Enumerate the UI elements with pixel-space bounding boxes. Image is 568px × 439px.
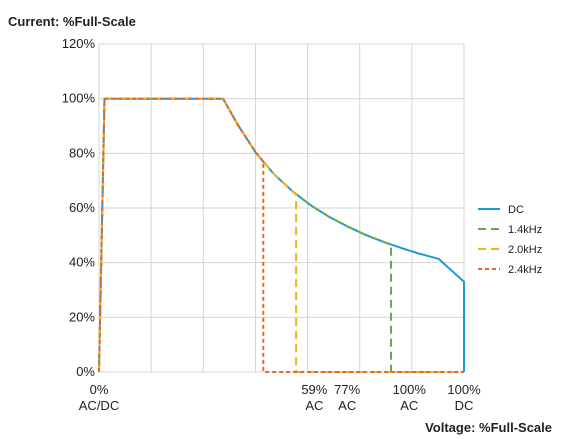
x-tick-label: 100% [447,382,481,397]
x-tick-sublabel: AC/DC [79,398,119,413]
x-tick-label: 77% [334,382,360,397]
legend: DC 1.4kHz 2.0kHz 2.4kHz [478,204,542,276]
legend-label: 1.4kHz [508,224,542,236]
x-tick-sublabel: AC [400,398,418,413]
y-tick-label: 0% [76,364,95,379]
series-line-2-0khz [98,97,464,373]
y-tick-label: 120% [62,36,96,51]
legend-label: 2.0kHz [508,244,542,256]
series-line-1-4khz [98,97,464,373]
x-tick-sublabel: DC [455,398,474,413]
x-axis-title: Voltage: %Full-Scale [425,420,552,435]
series-line-dc [98,97,465,373]
x-tick-sublabel: AC [305,398,323,413]
series-group [98,97,465,373]
x-tick-label: 0% [90,382,109,397]
y-tick-label: 100% [62,91,96,106]
y-axis-title: Current: %Full-Scale [8,14,136,29]
y-tick-label: 60% [69,200,95,215]
grid [98,43,465,373]
x-tick-sublabel: AC [338,398,356,413]
y-ticks: 0% 20% 40% 60% 80% 100% 120% [62,36,96,379]
y-tick-label: 40% [69,255,95,270]
x-tick-label: 59% [301,382,327,397]
x-tick-label: 100% [393,382,427,397]
series-line-2-4khz [98,97,464,373]
y-tick-label: 80% [69,145,95,160]
legend-label: DC [508,204,524,216]
legend-label: 2.4kHz [508,264,542,276]
y-tick-label: 20% [69,309,95,324]
